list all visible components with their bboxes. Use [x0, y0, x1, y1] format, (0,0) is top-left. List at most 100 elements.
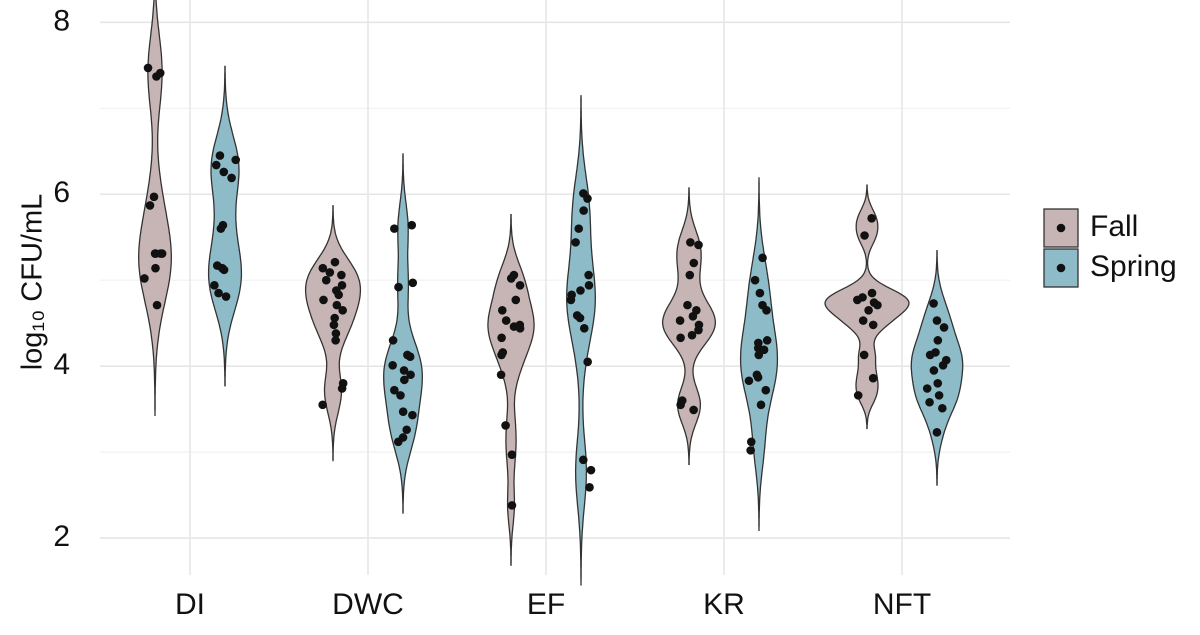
point	[152, 72, 161, 81]
point	[501, 316, 511, 325]
point	[694, 240, 703, 250]
point	[507, 450, 517, 459]
point	[402, 425, 411, 435]
point	[867, 288, 877, 298]
point	[761, 385, 771, 395]
point	[394, 282, 403, 292]
point	[231, 155, 241, 165]
point	[393, 437, 403, 447]
point	[746, 437, 756, 447]
violin	[138, 0, 172, 416]
point	[400, 375, 409, 385]
point	[214, 288, 223, 298]
point	[151, 263, 160, 273]
point	[683, 300, 692, 310]
point	[759, 345, 769, 355]
point	[758, 253, 767, 263]
point	[868, 373, 878, 383]
point	[922, 384, 932, 393]
point	[210, 281, 219, 290]
point	[325, 268, 335, 277]
y-tick-label: 2	[53, 520, 70, 553]
point	[685, 270, 695, 280]
point	[675, 316, 685, 325]
point	[686, 238, 695, 247]
point	[151, 249, 160, 258]
point	[694, 325, 703, 335]
point	[860, 231, 869, 240]
point	[762, 336, 772, 345]
point	[676, 333, 685, 343]
point	[511, 295, 521, 305]
point	[938, 403, 947, 413]
point	[398, 407, 408, 416]
point	[578, 455, 588, 465]
point	[390, 385, 399, 395]
point	[938, 360, 948, 370]
point	[406, 370, 415, 380]
y-tick-label: 4	[53, 348, 70, 381]
point	[756, 400, 766, 410]
point	[388, 336, 398, 345]
point	[388, 360, 397, 370]
point	[575, 313, 585, 323]
point	[337, 281, 347, 290]
point	[585, 483, 594, 492]
legend-dot	[1056, 263, 1066, 273]
x-tick-label: NFT	[873, 588, 931, 621]
point	[687, 330, 697, 340]
point	[334, 290, 344, 300]
point	[145, 201, 155, 210]
point	[688, 311, 698, 321]
point	[853, 295, 862, 305]
point	[390, 224, 399, 233]
point	[932, 428, 942, 437]
point	[399, 366, 409, 375]
point	[933, 336, 943, 345]
point	[152, 300, 162, 310]
point	[330, 313, 339, 323]
point	[216, 224, 226, 233]
point	[864, 305, 873, 315]
point	[318, 263, 328, 273]
point	[754, 350, 764, 360]
point	[925, 397, 934, 407]
point	[676, 400, 685, 410]
point	[566, 295, 576, 305]
point	[408, 410, 417, 420]
point	[755, 288, 765, 298]
legend-label: Fall	[1090, 210, 1138, 243]
point	[331, 336, 340, 345]
point	[873, 300, 882, 310]
point	[497, 305, 507, 315]
violin	[566, 95, 596, 586]
point	[515, 324, 525, 333]
point	[396, 391, 405, 400]
point	[507, 501, 517, 510]
x-tick-label: KR	[703, 588, 745, 621]
point	[337, 384, 347, 393]
legend-label: Spring	[1090, 250, 1177, 283]
point	[149, 192, 159, 202]
point	[331, 329, 341, 338]
point	[853, 391, 863, 400]
violin	[383, 153, 423, 514]
point	[929, 366, 939, 375]
point	[515, 281, 525, 290]
point	[319, 295, 328, 305]
point	[689, 258, 699, 268]
point	[321, 275, 331, 285]
point	[506, 274, 516, 283]
point	[583, 357, 592, 367]
x-tick-label: DI	[175, 588, 205, 621]
point	[408, 278, 418, 288]
point	[215, 151, 225, 160]
point	[929, 299, 938, 308]
point	[219, 167, 229, 177]
point	[571, 238, 580, 247]
x-tick-label: DWC	[332, 588, 404, 621]
point	[689, 405, 698, 415]
y-axis-title: log₁₀ CFU/mL	[17, 194, 49, 371]
point	[501, 421, 510, 430]
y-tick-label: 8	[53, 4, 70, 37]
